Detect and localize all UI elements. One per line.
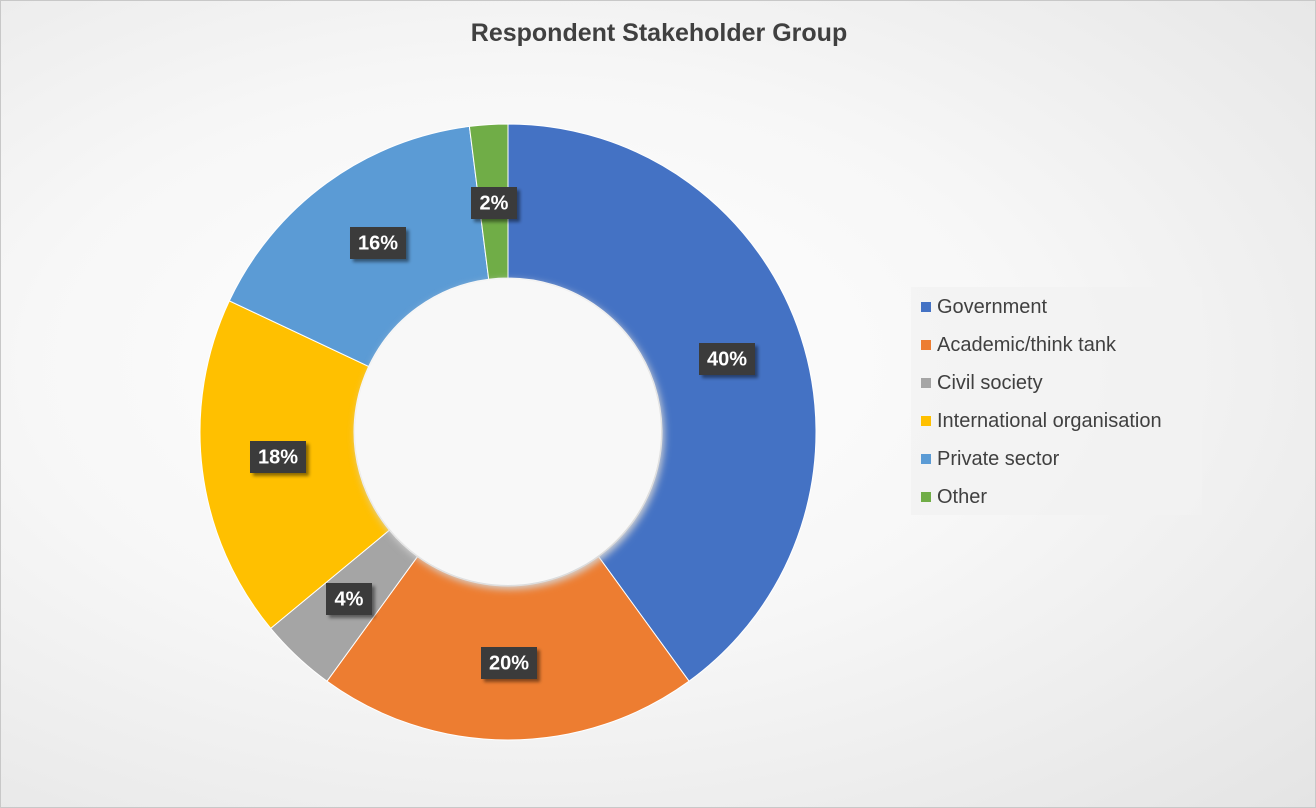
data-label-academic-think-tank: 20% [481,647,537,679]
data-label-box [471,187,517,219]
legend-label: Private sector [937,447,1060,470]
legend-label: International organisation [937,409,1162,432]
donut-hole [355,279,661,585]
legend-swatch [921,416,931,426]
donut-slice-government [507,123,817,682]
legend-label: Other [937,485,988,508]
data-label-text: 18% [258,446,298,468]
legend-swatch [921,454,931,464]
data-label-government: 40% [699,343,755,375]
data-label-text: 2% [480,192,509,214]
data-label-international-organisation: 18% [250,441,306,473]
data-label-box [250,441,306,473]
chart-title: Respondent Stakeholder Group [470,19,848,47]
data-label-box [699,343,755,375]
data-label-text: 16% [358,232,398,254]
data-label-text: 4% [335,588,364,610]
data-label-box [326,583,372,615]
legend-item-private-sector: Private sector [921,444,1059,474]
chart-legend: Government Academic/think tank Civil socie… [911,287,1202,515]
legend-item-government: Government [921,292,1047,322]
data-label-text: 20% [489,652,529,674]
data-label-civil-society: 4% [326,583,372,615]
legend-item-academic-think-tank: Academic/think tank [921,330,1116,360]
legend-swatch [921,302,931,312]
legend-label: Government [937,295,1048,318]
data-label-private-sector: 16% [350,227,406,259]
legend-item-other: Other [921,482,987,512]
legend-label: Civil society [937,371,1043,394]
legend-label: Academic/think tank [937,333,1116,356]
legend-swatch [921,340,931,350]
legend-item-international-organisation: International organisation [921,406,1162,436]
legend-item-civil-society: Civil society [921,368,1043,398]
legend-swatch [921,378,931,388]
data-label-other: 2% [471,187,517,219]
data-label-box [350,227,406,259]
data-label-box [481,647,537,679]
legend-swatch [921,492,931,502]
data-label-text: 40% [707,348,747,370]
